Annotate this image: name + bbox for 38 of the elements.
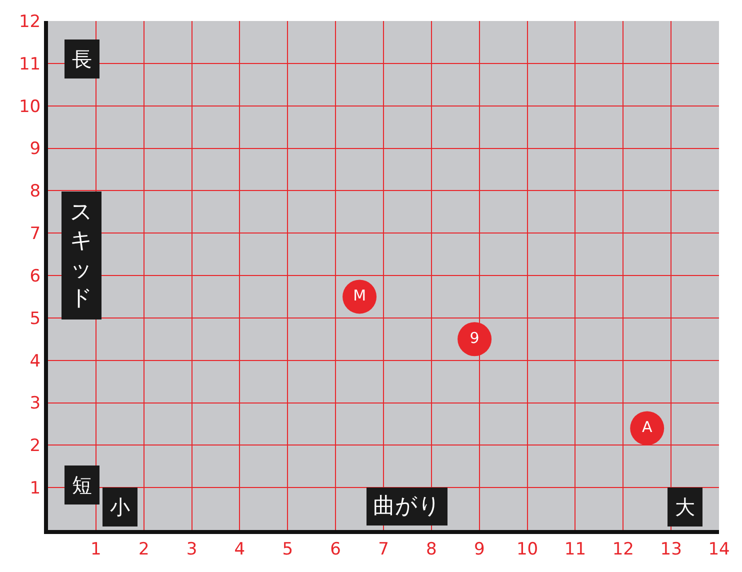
series-label: M xyxy=(353,286,366,304)
x-tick-label: 13 xyxy=(660,539,682,560)
y-tick-label: 6 xyxy=(30,266,41,286)
x-tick-label: 4 xyxy=(234,539,246,560)
x-tick-label: 9 xyxy=(474,539,485,560)
x-tick-label: 12 xyxy=(612,539,634,560)
x-tick-label: 6 xyxy=(330,539,341,560)
point xyxy=(630,411,664,446)
x-tick-label: 10 xyxy=(516,539,538,560)
annotation: 大 xyxy=(675,495,695,519)
annotation: 長 xyxy=(72,47,92,71)
y-tick-label: 10 xyxy=(18,96,41,117)
series-label: A xyxy=(642,418,653,436)
y-tick-label: 1 xyxy=(30,478,41,499)
y-axis-title: スキッド xyxy=(70,200,93,311)
series-label: 9 xyxy=(470,328,480,347)
x-tick-label: 1 xyxy=(90,539,102,560)
annotation: 小 xyxy=(110,495,130,519)
x-axis-title: 曲がり xyxy=(373,494,441,519)
y-tick-label: 4 xyxy=(30,351,41,372)
x-tick-label: 7 xyxy=(378,539,389,560)
x-tick-label: 8 xyxy=(426,539,437,560)
point xyxy=(458,322,492,356)
y-tick-label: 2 xyxy=(30,436,41,456)
x-tick-label: 14 xyxy=(708,539,730,560)
y-tick-label: 5 xyxy=(30,308,41,329)
y-tick-label: 7 xyxy=(30,224,41,244)
y-tick-label: 12 xyxy=(18,12,41,32)
y-tick-label: 3 xyxy=(30,394,41,414)
y-tick-label: 11 xyxy=(18,54,41,74)
y-tick-label: 8 xyxy=(30,182,41,202)
point xyxy=(342,280,377,314)
x-tick-label: 5 xyxy=(282,539,294,560)
x-tick-label: 3 xyxy=(186,539,198,560)
y-tick-label: 9 xyxy=(30,139,41,160)
x-tick-label: 2 xyxy=(138,539,150,560)
x-tick-label: 11 xyxy=(564,539,586,560)
annotation: 短 xyxy=(72,473,92,497)
